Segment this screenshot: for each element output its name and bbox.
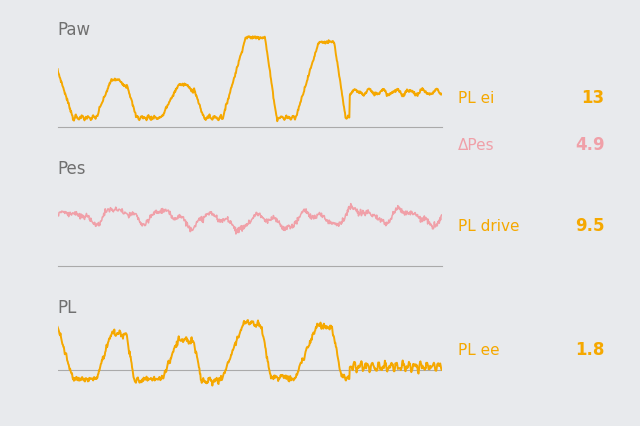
Text: Paw: Paw bbox=[58, 21, 91, 39]
Text: ΔPes: ΔPes bbox=[458, 137, 494, 153]
Text: 13: 13 bbox=[582, 89, 605, 107]
Text: 1.8: 1.8 bbox=[575, 340, 605, 358]
Text: PL: PL bbox=[58, 298, 77, 316]
Text: PL drive: PL drive bbox=[458, 218, 519, 233]
Text: PL ee: PL ee bbox=[458, 342, 499, 357]
Text: PL ei: PL ei bbox=[458, 90, 494, 106]
Text: 9.5: 9.5 bbox=[575, 217, 605, 235]
Text: 4.9: 4.9 bbox=[575, 136, 605, 154]
Text: Pes: Pes bbox=[58, 160, 86, 178]
